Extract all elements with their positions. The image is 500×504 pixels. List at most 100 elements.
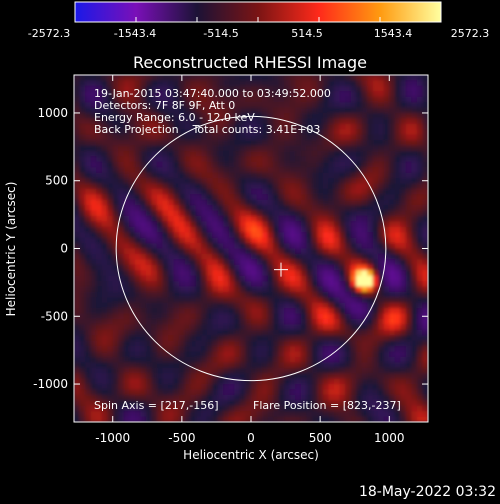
- heatmap-cell: [151, 102, 158, 109]
- heatmap-cell: [311, 324, 318, 331]
- heatmap-cell: [223, 237, 230, 244]
- heatmap-cell: [273, 167, 280, 174]
- heatmap-cell: [195, 75, 202, 82]
- heatmap-cell: [223, 253, 230, 260]
- heatmap-cell: [96, 248, 103, 255]
- heatmap-cell: [311, 172, 318, 179]
- heatmap-cell: [151, 308, 158, 315]
- heatmap-cell: [168, 134, 175, 141]
- heatmap-cell: [311, 107, 318, 114]
- heatmap-cell: [317, 161, 324, 168]
- heatmap-cell: [322, 75, 330, 82]
- heatmap-cell: [405, 356, 413, 363]
- heatmap-cell: [416, 118, 424, 125]
- heatmap-cell: [162, 318, 169, 326]
- heatmap-cell: [389, 112, 396, 119]
- heatmap-cell: [134, 384, 141, 391]
- heatmap-cell: [405, 161, 413, 168]
- heatmap-cell: [256, 324, 263, 331]
- heatmap-cell: [284, 302, 291, 309]
- heatmap-cell: [372, 416, 379, 422]
- heatmap-cell: [284, 140, 291, 147]
- heatmap-cell: [345, 335, 352, 342]
- heatmap-cell: [389, 118, 396, 125]
- heatmap-cell: [151, 405, 158, 412]
- heatmap-cell: [162, 134, 169, 141]
- heatmap-cell: [405, 150, 413, 157]
- heatmap-cell: [278, 237, 285, 244]
- heatmap-cell: [300, 367, 307, 374]
- heatmap-cell: [156, 416, 164, 422]
- heatmap-cell: [411, 226, 418, 233]
- heatmap-cell: [383, 318, 390, 326]
- heatmap-cell: [228, 405, 236, 412]
- heatmap-cell: [101, 324, 108, 331]
- heatmap-cell: [300, 205, 307, 212]
- heatmap-cell: [101, 183, 108, 190]
- heatmap-cell: [311, 291, 318, 298]
- heatmap-cell: [322, 313, 330, 320]
- heatmap-cell: [190, 270, 197, 277]
- heatmap-cell: [256, 416, 263, 422]
- heatmap-cell: [74, 291, 81, 298]
- heatmap-cell: [96, 232, 103, 239]
- heatmap-cell: [234, 237, 241, 244]
- heatmap-cell: [101, 150, 108, 157]
- heatmap-cell: [129, 80, 136, 87]
- heatmap-cell: [179, 156, 186, 163]
- heatmap-cell: [289, 411, 296, 418]
- heatmap-cell: [112, 140, 119, 147]
- heatmap-cell: [289, 416, 296, 422]
- heatmap-cell: [162, 112, 169, 119]
- heatmap-cell: [262, 134, 269, 141]
- heatmap-cell: [405, 210, 413, 217]
- heatmap-cell: [173, 118, 180, 125]
- heatmap-cell: [416, 340, 424, 347]
- heatmap-cell: [300, 335, 307, 342]
- heatmap-cell: [389, 356, 396, 363]
- heatmap-cell: [284, 145, 291, 152]
- heatmap-cell: [400, 150, 407, 157]
- heatmap-cell: [79, 243, 86, 250]
- heatmap-cell: [345, 264, 352, 271]
- heatmap-cell: [339, 232, 346, 239]
- heatmap-cell: [317, 248, 324, 255]
- heatmap-cell: [295, 281, 302, 288]
- heatmap-cell: [394, 102, 401, 109]
- heatmap-cell: [195, 243, 202, 250]
- heatmap-cell: [168, 188, 175, 195]
- heatmap-cell: [289, 318, 296, 326]
- heatmap-cell: [284, 264, 291, 271]
- heatmap-cell: [184, 351, 191, 358]
- heatmap-cell: [234, 232, 241, 239]
- heatmap-cell: [129, 329, 136, 336]
- heatmap-cell: [311, 400, 318, 407]
- heatmap-cell: [262, 107, 269, 114]
- heatmap-cell: [118, 248, 125, 255]
- heatmap-cell: [328, 340, 335, 347]
- heatmap-cell: [156, 215, 164, 222]
- heatmap-cell: [333, 329, 341, 336]
- heatmap-cell: [79, 308, 86, 315]
- heatmap-cell: [107, 340, 114, 347]
- heatmap-cell: [134, 264, 141, 271]
- heatmap-cell: [162, 156, 169, 163]
- heatmap-cell: [134, 248, 141, 255]
- heatmap-cell: [251, 91, 258, 98]
- heatmap-cell: [284, 411, 291, 418]
- heatmap-cell: [267, 367, 274, 374]
- heatmap-cell: [278, 405, 285, 412]
- heatmap-cell: [422, 416, 428, 422]
- heatmap-cell: [201, 351, 208, 358]
- heatmap-cell: [90, 297, 97, 304]
- heatmap-cell: [372, 308, 379, 315]
- heatmap-cell: [145, 112, 153, 119]
- heatmap-cell: [295, 194, 302, 201]
- heatmap-cell: [350, 91, 357, 98]
- heatmap-cell: [422, 161, 428, 168]
- heatmap-cell: [361, 389, 368, 396]
- heatmap-cell: [416, 199, 424, 206]
- heatmap-cell: [79, 264, 86, 271]
- heatmap-cell: [217, 281, 224, 288]
- heatmap-cell: [300, 226, 307, 233]
